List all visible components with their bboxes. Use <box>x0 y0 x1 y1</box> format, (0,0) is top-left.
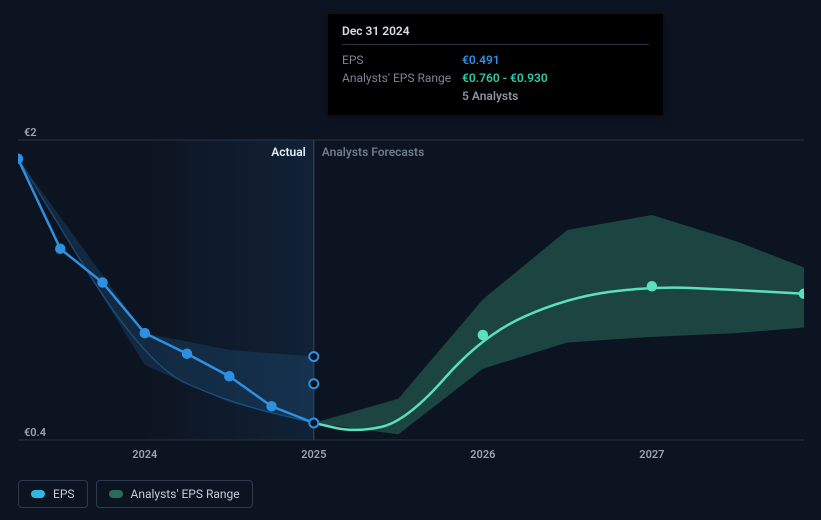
tooltip-row-range: Analysts' EPS Range €0.760 - €0.930 <box>342 69 649 87</box>
legend-swatch-range <box>109 490 123 498</box>
tooltip-eps-label: EPS <box>342 51 462 69</box>
legend-item-eps[interactable]: EPS <box>18 480 88 508</box>
tooltip-row-note: 5 Analysts <box>342 87 649 105</box>
svg-text:2025: 2025 <box>301 448 326 461</box>
tooltip-range-label: Analysts' EPS Range <box>342 69 462 87</box>
tooltip-eps-value: €0.491 <box>462 51 649 69</box>
svg-text:Actual: Actual <box>271 145 306 159</box>
svg-text:€2: €2 <box>24 126 37 139</box>
svg-text:Analysts Forecasts: Analysts Forecasts <box>322 145 424 159</box>
hover-tooltip: Dec 31 2024 EPS €0.491 Analysts' EPS Ran… <box>328 14 663 115</box>
tooltip-date: Dec 31 2024 <box>342 24 649 38</box>
svg-text:2026: 2026 <box>470 448 495 461</box>
tooltip-range-value: €0.760 - €0.930 <box>462 69 649 87</box>
legend-swatch-eps <box>31 490 45 498</box>
legend: EPS Analysts' EPS Range <box>18 480 253 508</box>
tooltip-sep <box>342 44 649 45</box>
svg-text:€0.4: €0.4 <box>24 426 46 439</box>
svg-text:2027: 2027 <box>639 448 664 461</box>
svg-text:2024: 2024 <box>132 448 157 461</box>
legend-label-eps: EPS <box>53 487 75 501</box>
chart-plot-area[interactable]: €2€0.4ActualAnalysts Forecasts2024202520… <box>18 120 804 440</box>
legend-label-range: Analysts' EPS Range <box>131 487 240 501</box>
legend-item-range[interactable]: Analysts' EPS Range <box>96 480 253 508</box>
chart-svg: €2 €0.4 Actual Analysts Forecasts 2024 2025 20… <box>18 120 804 480</box>
tooltip-row-eps: EPS €0.491 <box>342 51 649 69</box>
chart-container: Dec 31 2024 EPS €0.491 Analysts' EPS Ran… <box>0 0 821 520</box>
tooltip-analyst-count: 5 Analysts <box>462 87 649 105</box>
